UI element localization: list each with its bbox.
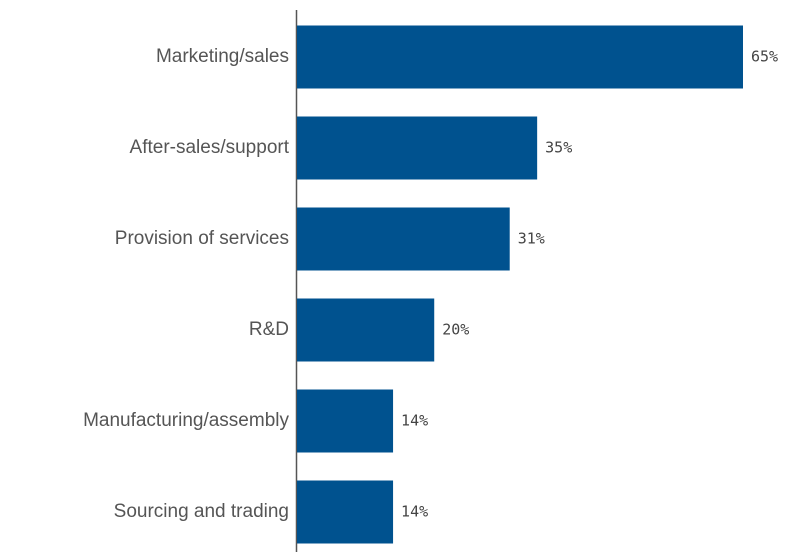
category-label-0: Marketing/sales [156,46,289,67]
bar-1 [297,116,538,180]
category-label-2: Provision of services [115,228,289,249]
value-label-2: 31% [518,230,545,248]
bar-4 [297,389,394,453]
bar-3 [297,298,435,362]
bar-0 [297,25,743,89]
category-label-1: After-sales/support [130,137,290,158]
value-label-3: 20% [442,321,469,339]
value-labels-group: 65% 35% 31% 20% 14% 14% [401,48,778,521]
value-label-0: 65% [751,48,778,66]
category-label-4: Manufacturing/assembly [83,410,289,431]
bars-group [297,25,743,544]
category-label-5: Sourcing and trading [114,501,289,522]
bar-5 [297,480,394,544]
category-label-3: R&D [249,319,289,340]
value-label-5: 14% [401,503,428,521]
value-label-4: 14% [401,412,428,430]
bar-2 [297,207,510,271]
category-labels-group: Marketing/sales After-sales/support Provis… [83,46,290,522]
value-label-1: 35% [545,139,572,157]
